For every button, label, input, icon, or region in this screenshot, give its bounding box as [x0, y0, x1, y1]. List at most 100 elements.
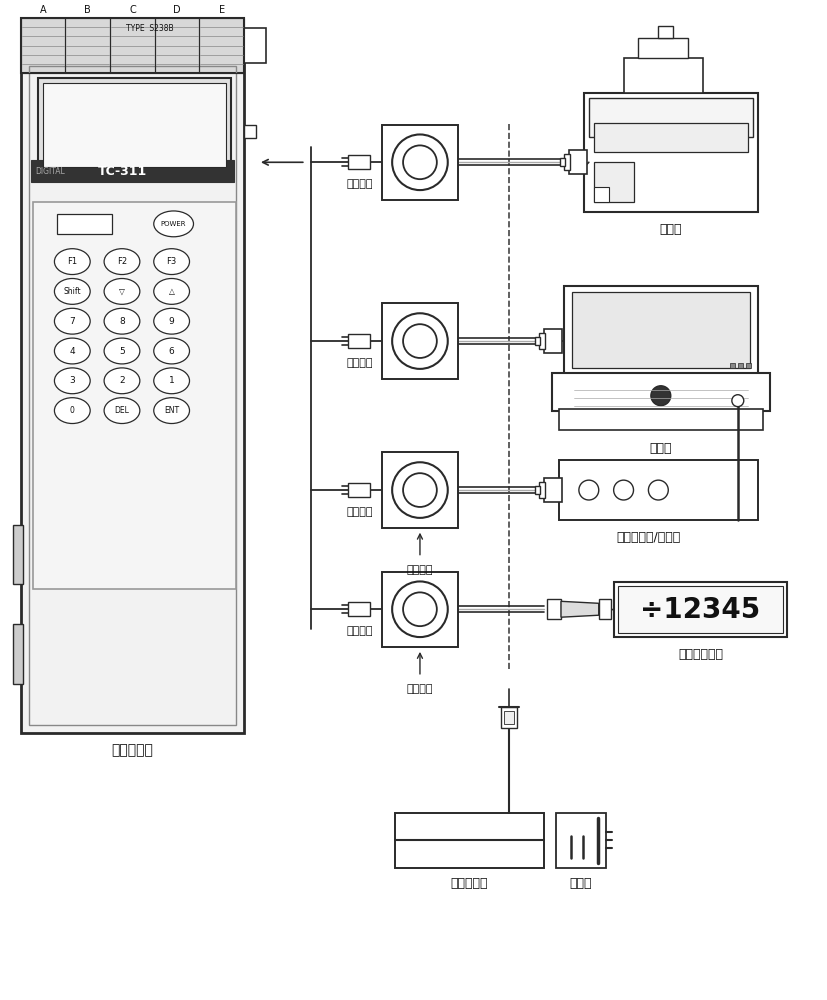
Bar	[658, 26, 673, 38]
Text: B: B	[84, 5, 91, 15]
Circle shape	[392, 462, 447, 518]
Bar	[560, 158, 565, 166]
Ellipse shape	[154, 398, 189, 424]
Text: F2: F2	[117, 257, 127, 266]
Text: 外部电源: 外部电源	[407, 565, 433, 575]
Circle shape	[648, 480, 668, 500]
Text: 2: 2	[119, 376, 125, 385]
Ellipse shape	[104, 278, 140, 304]
Bar	[348, 155, 370, 169]
Text: 6: 6	[169, 347, 174, 356]
Bar	[618, 586, 783, 633]
Text: 接口电缆: 接口电缆	[347, 626, 373, 636]
Bar	[589, 98, 753, 137]
Bar	[552, 373, 770, 411]
Bar	[564, 286, 758, 376]
Text: 7: 7	[69, 317, 75, 326]
Ellipse shape	[55, 338, 90, 364]
Text: 数字应变仪: 数字应变仪	[112, 743, 153, 757]
Text: 接口电缆: 接口电缆	[347, 507, 373, 517]
Bar	[584, 93, 758, 212]
Bar	[21, 18, 244, 73]
Ellipse shape	[154, 308, 189, 334]
Text: TC-311: TC-311	[98, 165, 147, 178]
Circle shape	[732, 395, 743, 407]
Bar	[738, 363, 743, 368]
Bar	[559, 409, 762, 430]
Bar	[29, 66, 237, 725]
Bar	[746, 363, 751, 368]
Text: 外部电源: 外部电源	[407, 684, 433, 694]
Text: E: E	[218, 5, 225, 15]
Circle shape	[579, 480, 599, 500]
Circle shape	[651, 386, 671, 406]
Bar	[501, 707, 518, 728]
Bar	[244, 125, 256, 138]
Text: 9: 9	[169, 317, 174, 326]
Bar	[564, 154, 570, 170]
Bar	[21, 58, 244, 733]
Text: 8: 8	[119, 317, 125, 326]
Bar	[382, 125, 457, 200]
Text: DIGITAL: DIGITAL	[36, 167, 65, 176]
Text: POWER: POWER	[161, 221, 186, 227]
Ellipse shape	[55, 308, 90, 334]
Bar	[348, 334, 370, 348]
Bar	[155, 18, 199, 73]
Bar	[31, 160, 234, 182]
Bar	[244, 28, 266, 63]
Bar	[382, 303, 457, 379]
Bar	[599, 599, 610, 619]
Text: 计算机: 计算机	[649, 442, 672, 455]
Ellipse shape	[104, 308, 140, 334]
Bar	[624, 58, 703, 93]
Circle shape	[392, 581, 447, 637]
Bar	[348, 483, 370, 497]
Ellipse shape	[104, 398, 140, 424]
Text: △: △	[169, 287, 174, 296]
Ellipse shape	[154, 211, 194, 237]
Text: 接口电缆: 接口电缆	[347, 358, 373, 368]
Text: 接口电缆: 接口电缆	[347, 179, 373, 189]
Text: 5: 5	[119, 347, 125, 356]
Bar	[42, 83, 227, 167]
Ellipse shape	[104, 338, 140, 364]
Text: ▽: ▽	[119, 287, 125, 296]
Bar	[544, 478, 562, 502]
Ellipse shape	[104, 249, 140, 275]
Bar	[559, 460, 758, 520]
Bar	[535, 486, 540, 494]
Text: Shift: Shift	[64, 287, 81, 296]
Text: 3: 3	[69, 376, 75, 385]
Text: F1: F1	[67, 257, 78, 266]
Bar	[539, 482, 545, 498]
Bar	[21, 18, 65, 73]
Ellipse shape	[55, 278, 90, 304]
Bar	[37, 78, 232, 172]
Bar	[556, 813, 605, 868]
Ellipse shape	[55, 368, 90, 394]
Bar	[535, 337, 540, 345]
Text: ÷12345: ÷12345	[640, 596, 761, 624]
Ellipse shape	[154, 338, 189, 364]
Circle shape	[403, 473, 437, 507]
Bar	[539, 333, 545, 349]
Bar	[57, 214, 112, 234]
Text: 调制解调器/测距器: 调制解调器/测距器	[616, 531, 681, 544]
Bar	[110, 18, 155, 73]
Bar	[32, 202, 237, 589]
Ellipse shape	[154, 249, 189, 275]
Text: 打印机: 打印机	[659, 223, 682, 236]
Bar	[382, 572, 457, 647]
Bar	[65, 18, 110, 73]
Bar	[594, 187, 609, 202]
Circle shape	[614, 480, 633, 500]
Bar	[638, 38, 688, 58]
Text: F3: F3	[166, 257, 177, 266]
Text: A: A	[40, 5, 46, 15]
Bar	[504, 711, 514, 724]
Circle shape	[392, 134, 447, 190]
Ellipse shape	[55, 249, 90, 275]
Circle shape	[403, 592, 437, 626]
Bar	[348, 602, 370, 616]
